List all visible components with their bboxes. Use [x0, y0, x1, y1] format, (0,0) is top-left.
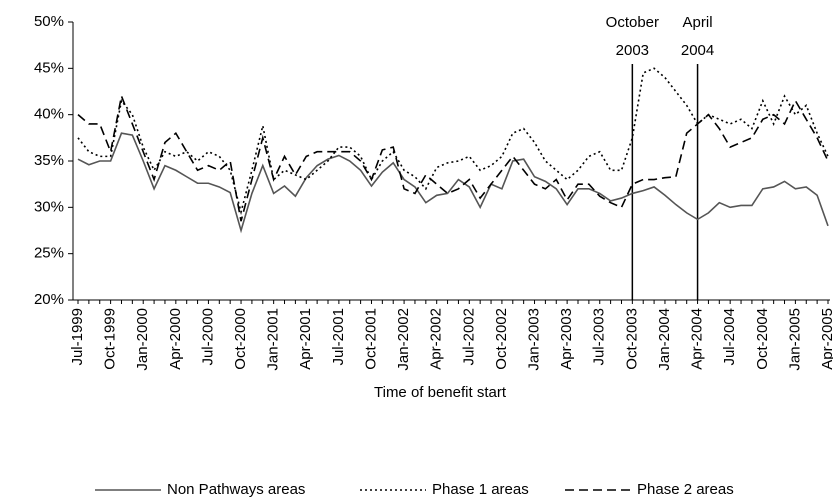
legend-label: Phase 2 areas	[637, 481, 734, 498]
y-tick-label: 50%	[34, 13, 64, 30]
x-tick-label: Oct-2001	[362, 308, 379, 370]
x-tick-label: Jan-2001	[265, 308, 282, 371]
x-tick-label: Oct-2004	[754, 308, 771, 370]
annotation-text: April	[683, 14, 713, 31]
series-line	[77, 132, 829, 234]
series-line	[77, 93, 829, 222]
x-tick-label: Jan-2002	[395, 308, 412, 371]
x-tick-label: Jan-2004	[656, 308, 673, 371]
x-tick-label: Apr-2003	[558, 308, 575, 370]
x-tick-label: Apr-2000	[167, 308, 184, 370]
x-tick-label: Oct-1999	[102, 308, 119, 370]
y-tick-label: 30%	[34, 198, 64, 215]
x-tick-label: Jul-2003	[591, 308, 608, 366]
y-tick-label: 40%	[34, 106, 64, 123]
x-tick-label: Jul-2000	[199, 308, 216, 366]
legend-label: Phase 1 areas	[432, 481, 529, 498]
y-tick-label: 25%	[34, 245, 64, 262]
x-tick-label: Oct-2002	[493, 308, 510, 370]
legend-label: Non Pathways areas	[167, 481, 305, 498]
x-tick-label: Jan-2000	[134, 308, 151, 371]
x-tick-label: Jul-2002	[460, 308, 477, 366]
x-tick-label: Apr-2005	[819, 308, 833, 370]
x-tick-label: Jan-2005	[786, 308, 803, 371]
x-tick-label: Apr-2002	[428, 308, 445, 370]
y-tick-label: 35%	[34, 152, 64, 169]
annotation-text: 2004	[681, 42, 714, 59]
x-tick-label: Oct-2003	[623, 308, 640, 370]
y-tick-label: 45%	[34, 59, 64, 76]
x-tick-label: Apr-2004	[689, 308, 706, 370]
x-tick-label: Apr-2001	[297, 308, 314, 370]
annotation-text: 2003	[616, 42, 649, 59]
x-tick-label: Jan-2003	[525, 308, 542, 371]
x-tick-label: Jul-2001	[330, 308, 347, 366]
annotation-text: October	[606, 14, 659, 31]
x-tick-label: Jul-2004	[721, 308, 738, 366]
x-tick-label: Oct-2000	[232, 308, 249, 370]
x-axis-title: Time of benefit start	[374, 384, 507, 401]
series-line	[77, 67, 829, 216]
y-tick-label: 20%	[34, 291, 64, 308]
x-tick-label: Jul-1999	[69, 308, 86, 366]
